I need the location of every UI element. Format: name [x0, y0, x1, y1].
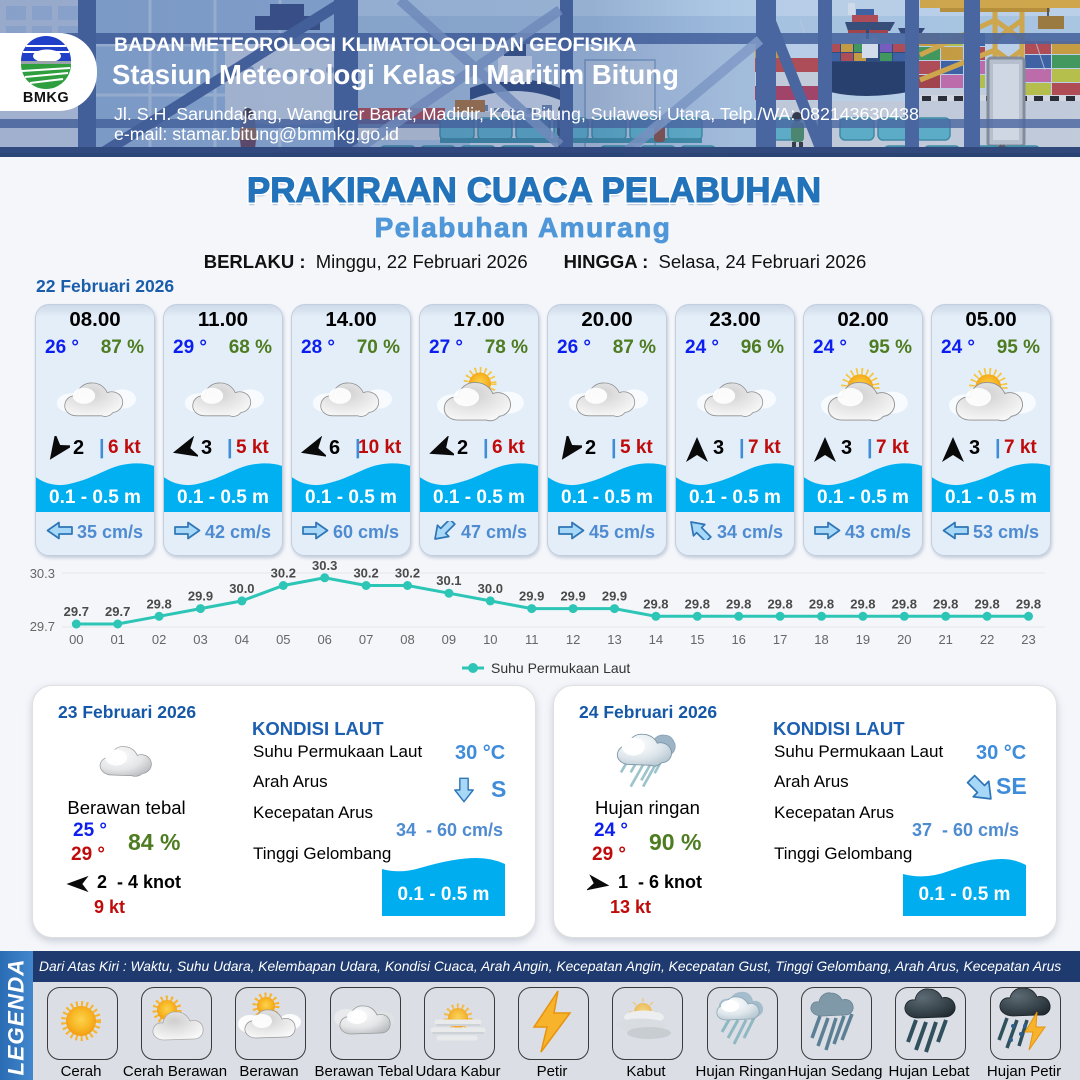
svg-text:29.8: 29.8 [933, 596, 958, 611]
svg-text:02: 02 [152, 632, 166, 647]
svg-text:Jl. S.H. Sarundajang, Wangurer: Jl. S.H. Sarundajang, Wangurer Barat, Ma… [114, 104, 919, 124]
svg-text:29.7: 29.7 [64, 604, 89, 619]
svg-text:30.0: 30.0 [478, 581, 503, 596]
svg-text:29.8: 29.8 [685, 596, 710, 611]
svg-text:08: 08 [400, 632, 414, 647]
svg-text:29.9: 29.9 [519, 589, 544, 604]
svg-text:29.8: 29.8 [146, 596, 171, 611]
svg-text:30.2: 30.2 [271, 566, 296, 581]
svg-text:29.8: 29.8 [850, 596, 875, 611]
svg-text:22: 22 [980, 632, 994, 647]
svg-text:15: 15 [690, 632, 704, 647]
svg-text:29.9: 29.9 [560, 589, 585, 604]
svg-text:14: 14 [649, 632, 663, 647]
svg-text:17: 17 [773, 632, 787, 647]
svg-text:12: 12 [566, 632, 580, 647]
svg-text:18: 18 [814, 632, 828, 647]
svg-text:29.8: 29.8 [892, 596, 917, 611]
svg-text:09: 09 [442, 632, 456, 647]
svg-text:30.2: 30.2 [353, 566, 378, 581]
svg-text:BMKG: BMKG [23, 90, 69, 106]
svg-text:29.8: 29.8 [1016, 596, 1041, 611]
svg-text:19: 19 [856, 632, 870, 647]
svg-text:23: 23 [1021, 632, 1035, 647]
svg-text:30.0: 30.0 [229, 581, 254, 596]
svg-text:29.7: 29.7 [105, 604, 130, 619]
svg-text:01: 01 [110, 632, 124, 647]
svg-text:00: 00 [69, 632, 83, 647]
svg-text:20: 20 [897, 632, 911, 647]
svg-text:30.3: 30.3 [312, 558, 337, 573]
svg-text:03: 03 [193, 632, 207, 647]
svg-text:11: 11 [525, 632, 539, 647]
svg-text:10: 10 [483, 632, 497, 647]
svg-text:04: 04 [235, 632, 249, 647]
svg-text:e-mail: stamar.bitung@bmmkg.go: e-mail: stamar.bitung@bmmkg.go.id [114, 124, 399, 144]
svg-text:29.8: 29.8 [809, 596, 834, 611]
svg-text:29.8: 29.8 [767, 596, 792, 611]
svg-text:Suhu Permukaan Laut: Suhu Permukaan Laut [491, 660, 630, 676]
svg-text:30.2: 30.2 [395, 566, 420, 581]
svg-text:29.8: 29.8 [974, 596, 999, 611]
svg-text:06: 06 [317, 632, 331, 647]
svg-text:30.3: 30.3 [30, 566, 55, 581]
svg-text:30.1: 30.1 [436, 573, 461, 588]
svg-text:21: 21 [938, 632, 952, 647]
svg-text:05: 05 [276, 632, 290, 647]
svg-text:29.7: 29.7 [30, 619, 55, 634]
svg-text:07: 07 [359, 632, 373, 647]
svg-text:BADAN METEOROLOGI KLIMATOLOGI: BADAN METEOROLOGI KLIMATOLOGI DAN GEOFIS… [114, 34, 637, 56]
svg-text:Stasiun Meteorologi Kelas II M: Stasiun Meteorologi Kelas II Maritim Bit… [112, 59, 679, 90]
svg-text:29.8: 29.8 [726, 596, 751, 611]
svg-text:29.9: 29.9 [602, 589, 627, 604]
svg-text:16: 16 [731, 632, 745, 647]
svg-text:13: 13 [607, 632, 621, 647]
svg-text:29.8: 29.8 [643, 596, 668, 611]
svg-text:29.9: 29.9 [188, 589, 213, 604]
